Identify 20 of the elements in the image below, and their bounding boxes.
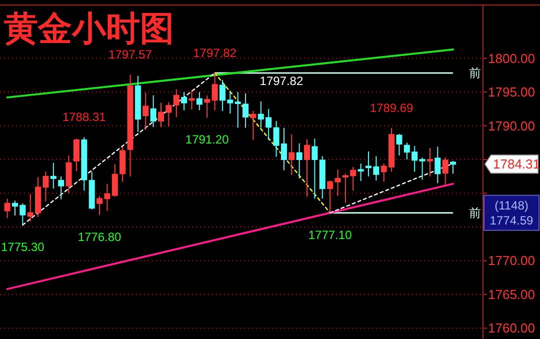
ref-line-label: 前 (469, 66, 481, 80)
annotation: 1789.69 (370, 100, 414, 115)
y-tick-label: 1795.00 (488, 84, 535, 100)
y-tick-label: 1800.00 (488, 50, 535, 66)
annotation: 1791.20 (185, 132, 230, 147)
annotation: 1788.31 (62, 110, 106, 124)
annotation: 1797.57 (108, 48, 152, 62)
text: (1148) (494, 198, 528, 212)
ref-line-label: 前 (469, 206, 481, 220)
annotation: 1777.10 (308, 228, 352, 242)
annotation: 1775.30 (0, 240, 45, 254)
y-tick-label: 1765.00 (488, 286, 535, 302)
annotation: 1776.80 (78, 230, 122, 244)
y-tick-label: 1760.00 (488, 320, 535, 336)
text: 1774.59 (490, 213, 534, 228)
y-tick-label: 1770.00 (488, 253, 535, 268)
annotation: 1797.82 (193, 46, 237, 60)
y-tick-label: 1790.00 (488, 118, 535, 134)
chart-title: 黄金小时图 (4, 10, 174, 48)
annotation: 1797.82 (260, 74, 304, 88)
